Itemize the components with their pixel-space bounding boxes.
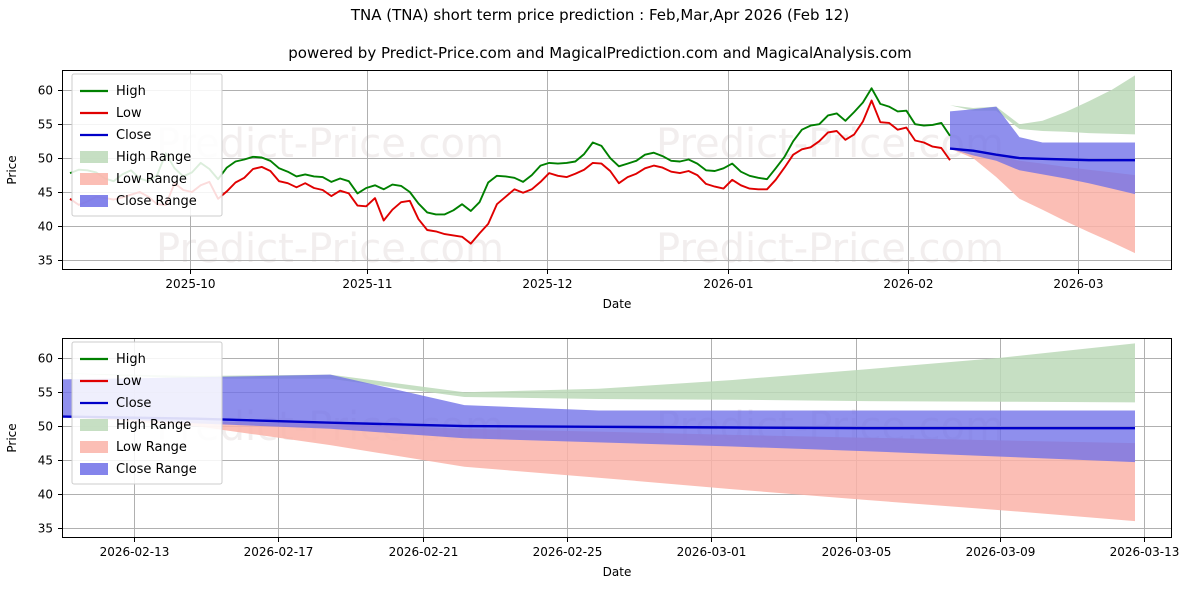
x-tick-label: 2026-03 [1053,277,1103,291]
y-tick-label: 55 [38,386,53,400]
overview-chart: Predict-Price.com Predict-Price.comPredic… [5,69,1173,311]
y-tick-label: 35 [38,522,53,536]
x-tick-label: 2026-02-25 [533,545,603,559]
y-axis-title: Price [5,155,19,184]
watermark-text: Predict-Price.com [656,226,1004,272]
legend-band-swatch [80,463,108,475]
overview-chart-panel: Predict-Price.com Predict-Price.com Predic… [0,62,1200,312]
y-tick-label: 60 [38,84,53,98]
high-range-band [62,343,1135,403]
close-series-line [949,147,1135,162]
y-tick-label: 50 [38,152,53,166]
legend-item-label: Close Range [116,194,197,209]
x-tick-label: 2026-02-17 [244,545,314,559]
legend-item-label: High [116,352,146,367]
legend-item-label: High [116,84,146,99]
legend-item-label: Low Range [116,172,187,187]
legend-band-swatch [80,173,108,185]
x-tick-label: 2026-01 [703,277,753,291]
legend-item-label: Low [116,106,142,121]
y-tick-label: 50 [38,420,53,434]
legend-item-label: Low Range [116,440,187,455]
x-axis-title: Date [603,565,632,579]
x-tick-label: 2026-02 [883,277,933,291]
legend-band-swatch [80,195,108,207]
legend-band-swatch [80,419,108,431]
legend-item-label: Low [116,374,142,389]
x-tick-label: 2026-03-09 [966,545,1036,559]
y-axis-title: Price [5,423,19,452]
chart-legend: High Low Close High Range Low Range Close Ran… [71,341,223,485]
page-subtitle: powered by Predict-Price.com and Magical… [288,44,912,62]
y-tick-label: 40 [38,488,53,502]
detail-chart-panel: Predict-Price.comPredict-Price.com354045… [0,330,1200,580]
y-tick-label: 35 [38,254,53,268]
close-series-line [61,415,1135,430]
y-tick-label: 40 [38,220,53,234]
legend-band-swatch [80,151,108,163]
y-tick-label: 45 [38,186,53,200]
y-tick-label: 55 [38,118,53,132]
legend-item-label: Close Range [116,462,197,477]
x-tick-label: 2026-02-13 [100,545,170,559]
x-tick-label: 2025-11 [342,277,392,291]
x-tick-label: 2025-10 [165,277,215,291]
legend-item-label: Close [116,396,151,411]
legend-band-swatch [80,441,108,453]
x-tick-label: 2025-12 [522,277,572,291]
close-range-band [950,106,1135,195]
high-range-band [950,75,1135,135]
legend-item-label: High Range [116,150,191,165]
watermark-text: Predict-Price.com [156,226,504,272]
chart-legend: High Low Close High Range Low Range Close Ran… [71,73,223,217]
x-tick-label: 2026-03-01 [677,545,747,559]
detail-chart: Predict-Price.comPredict-Price.com354045… [5,337,1180,579]
y-tick-label: 60 [38,352,53,366]
x-tick-label: 2026-03-05 [822,545,892,559]
y-tick-label: 45 [38,454,53,468]
x-tick-label: 2026-02-21 [389,545,459,559]
x-tick-label: 2026-03-13 [1110,545,1180,559]
x-axis-title: Date [603,297,632,311]
page-title: TNA (TNA) short term price prediction : … [350,6,850,24]
close-range-band [62,374,1135,463]
legend-item-label: Close [116,128,151,143]
legend-item-label: High Range [116,418,191,433]
